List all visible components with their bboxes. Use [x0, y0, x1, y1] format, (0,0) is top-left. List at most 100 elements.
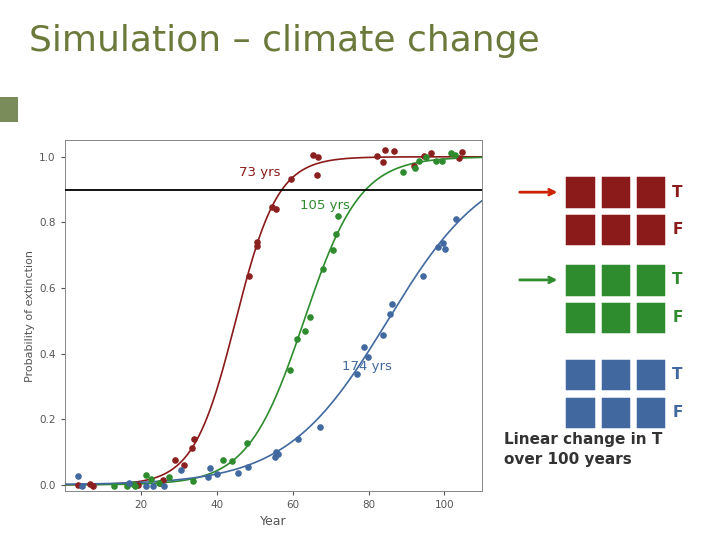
Point	[384, 310, 396, 319]
Point	[418, 152, 429, 160]
Point	[243, 272, 254, 281]
Point	[420, 153, 432, 162]
Point	[84, 480, 96, 488]
Point	[241, 438, 253, 447]
FancyBboxPatch shape	[635, 213, 666, 246]
Point	[226, 457, 238, 465]
Point	[351, 370, 363, 379]
Point	[333, 211, 344, 220]
Point	[312, 153, 324, 161]
Point	[292, 435, 304, 443]
Point	[163, 473, 175, 482]
Point	[269, 453, 281, 461]
Bar	[0, 97, 18, 122]
Point	[377, 331, 389, 340]
Point	[418, 271, 429, 280]
X-axis label: Year: Year	[261, 515, 287, 528]
Point	[140, 471, 152, 480]
Point	[291, 335, 302, 343]
FancyBboxPatch shape	[600, 213, 631, 246]
Text: T: T	[672, 367, 683, 382]
Point	[397, 168, 409, 177]
Point	[314, 422, 325, 431]
FancyBboxPatch shape	[600, 396, 631, 429]
Point	[186, 443, 198, 452]
Point	[176, 466, 187, 475]
FancyBboxPatch shape	[635, 301, 666, 334]
FancyBboxPatch shape	[564, 213, 596, 246]
Point	[154, 479, 166, 488]
Text: 105 yrs: 105 yrs	[300, 199, 350, 212]
Point	[454, 154, 465, 163]
Point	[204, 464, 216, 472]
Point	[132, 481, 144, 489]
FancyBboxPatch shape	[600, 358, 631, 392]
Point	[129, 482, 140, 491]
Point	[127, 480, 138, 489]
Point	[409, 163, 420, 172]
Point	[186, 477, 198, 485]
Point	[73, 472, 84, 481]
FancyBboxPatch shape	[564, 396, 596, 429]
Point	[284, 174, 296, 183]
Point	[432, 243, 444, 252]
Point	[87, 482, 99, 491]
Point	[202, 472, 214, 481]
Point	[158, 482, 170, 491]
Text: 174 yrs: 174 yrs	[342, 360, 392, 373]
Text: T: T	[672, 185, 683, 200]
FancyBboxPatch shape	[564, 358, 596, 392]
Point	[377, 158, 389, 166]
Point	[438, 239, 449, 247]
Point	[318, 265, 329, 273]
Text: Simulation – climate change: Simulation – climate change	[29, 24, 539, 58]
Point	[436, 157, 448, 165]
Text: T: T	[672, 272, 683, 287]
Text: F: F	[672, 310, 683, 325]
Point	[409, 161, 420, 170]
FancyBboxPatch shape	[564, 263, 596, 296]
Point	[270, 448, 282, 456]
FancyBboxPatch shape	[564, 301, 596, 334]
FancyBboxPatch shape	[600, 301, 631, 334]
Point	[108, 482, 120, 490]
Point	[445, 149, 456, 158]
Point	[233, 469, 244, 478]
Point	[243, 463, 254, 472]
Point	[307, 151, 319, 159]
Point	[211, 470, 222, 478]
Point	[450, 215, 462, 224]
Point	[388, 147, 400, 156]
Point	[266, 202, 277, 211]
Point	[456, 147, 467, 156]
Point	[153, 479, 165, 488]
Point	[449, 150, 461, 159]
FancyBboxPatch shape	[564, 176, 596, 209]
FancyBboxPatch shape	[635, 358, 666, 392]
Point	[123, 479, 135, 488]
Point	[413, 157, 424, 165]
Point	[188, 435, 199, 443]
FancyBboxPatch shape	[635, 263, 666, 296]
Point	[251, 238, 263, 247]
Point	[270, 204, 282, 213]
Point	[179, 460, 190, 469]
Point	[426, 148, 437, 157]
Point	[251, 241, 263, 250]
Point	[73, 481, 84, 489]
FancyBboxPatch shape	[635, 176, 666, 209]
Point	[386, 299, 397, 308]
Point	[330, 230, 342, 239]
Point	[371, 152, 382, 161]
Point	[145, 475, 156, 483]
Point	[379, 146, 390, 154]
Point	[284, 366, 296, 374]
Point	[299, 327, 310, 335]
Y-axis label: Probability of extinction: Probability of extinction	[25, 250, 35, 382]
Text: F: F	[672, 405, 683, 420]
Point	[358, 342, 369, 351]
Point	[217, 455, 229, 464]
Point	[362, 353, 374, 362]
Text: F: F	[672, 222, 683, 237]
Point	[122, 482, 133, 491]
